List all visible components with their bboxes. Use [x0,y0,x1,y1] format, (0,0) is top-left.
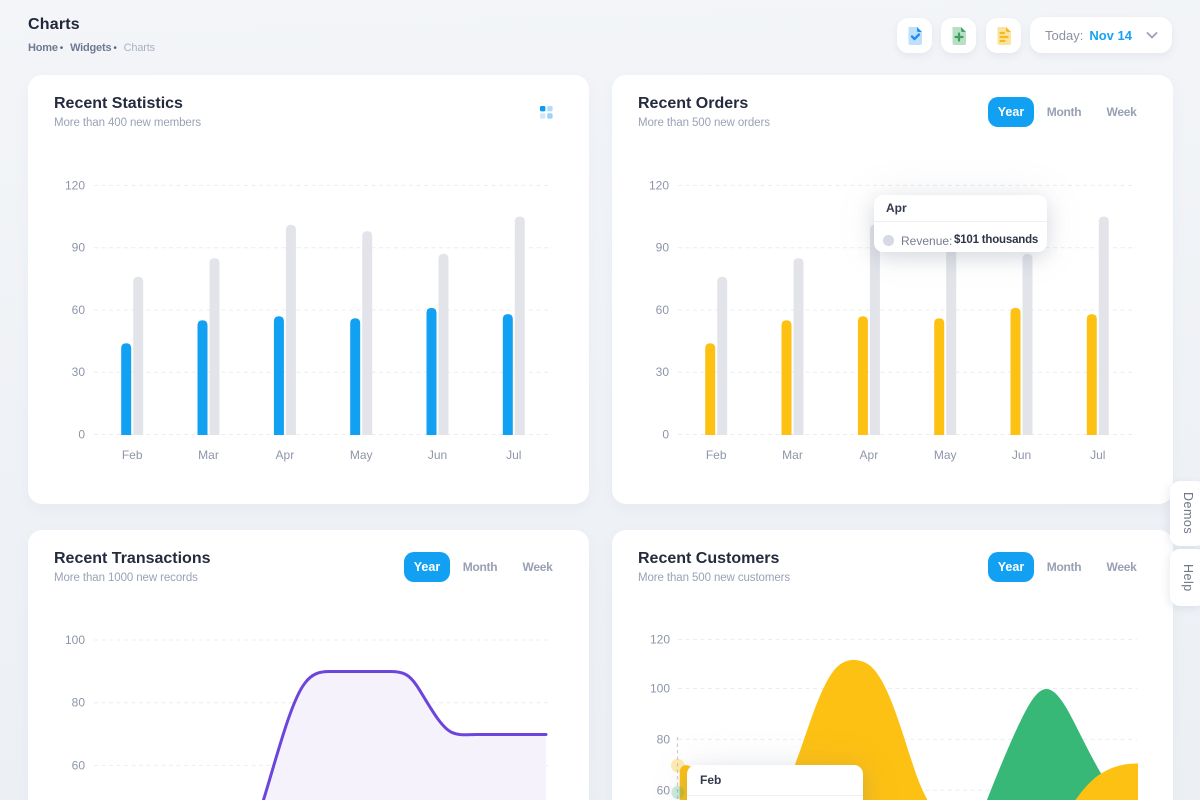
svg-text:30: 30 [656,365,670,379]
svg-text:Jul: Jul [506,448,521,462]
svg-text:Jun: Jun [1012,448,1031,462]
svg-text:May: May [350,448,373,462]
svg-text:60: 60 [656,303,670,317]
svg-text:80: 80 [72,696,86,710]
svg-text:0: 0 [78,428,85,442]
svg-text:0: 0 [662,428,669,442]
svg-text:60: 60 [72,303,86,317]
svg-text:Jul: Jul [1090,448,1105,462]
svg-text:Apr: Apr [860,448,879,462]
svg-text:Jun: Jun [428,448,447,462]
svg-text:Mar: Mar [198,448,219,462]
svg-text:Feb: Feb [122,448,143,462]
svg-text:Mar: Mar [782,448,803,462]
svg-text:100: 100 [650,682,670,696]
svg-text:100: 100 [65,633,85,647]
svg-text:60: 60 [72,758,86,772]
svg-text:90: 90 [72,241,86,255]
svg-text:Apr: Apr [276,448,295,462]
svg-text:120: 120 [650,632,670,646]
svg-text:120: 120 [649,178,669,192]
svg-text:Feb: Feb [706,448,727,462]
svg-text:30: 30 [72,365,86,379]
svg-text:120: 120 [65,178,85,192]
svg-text:May: May [934,448,957,462]
svg-text:60: 60 [657,783,671,797]
svg-text:90: 90 [656,241,670,255]
svg-text:80: 80 [657,732,671,746]
